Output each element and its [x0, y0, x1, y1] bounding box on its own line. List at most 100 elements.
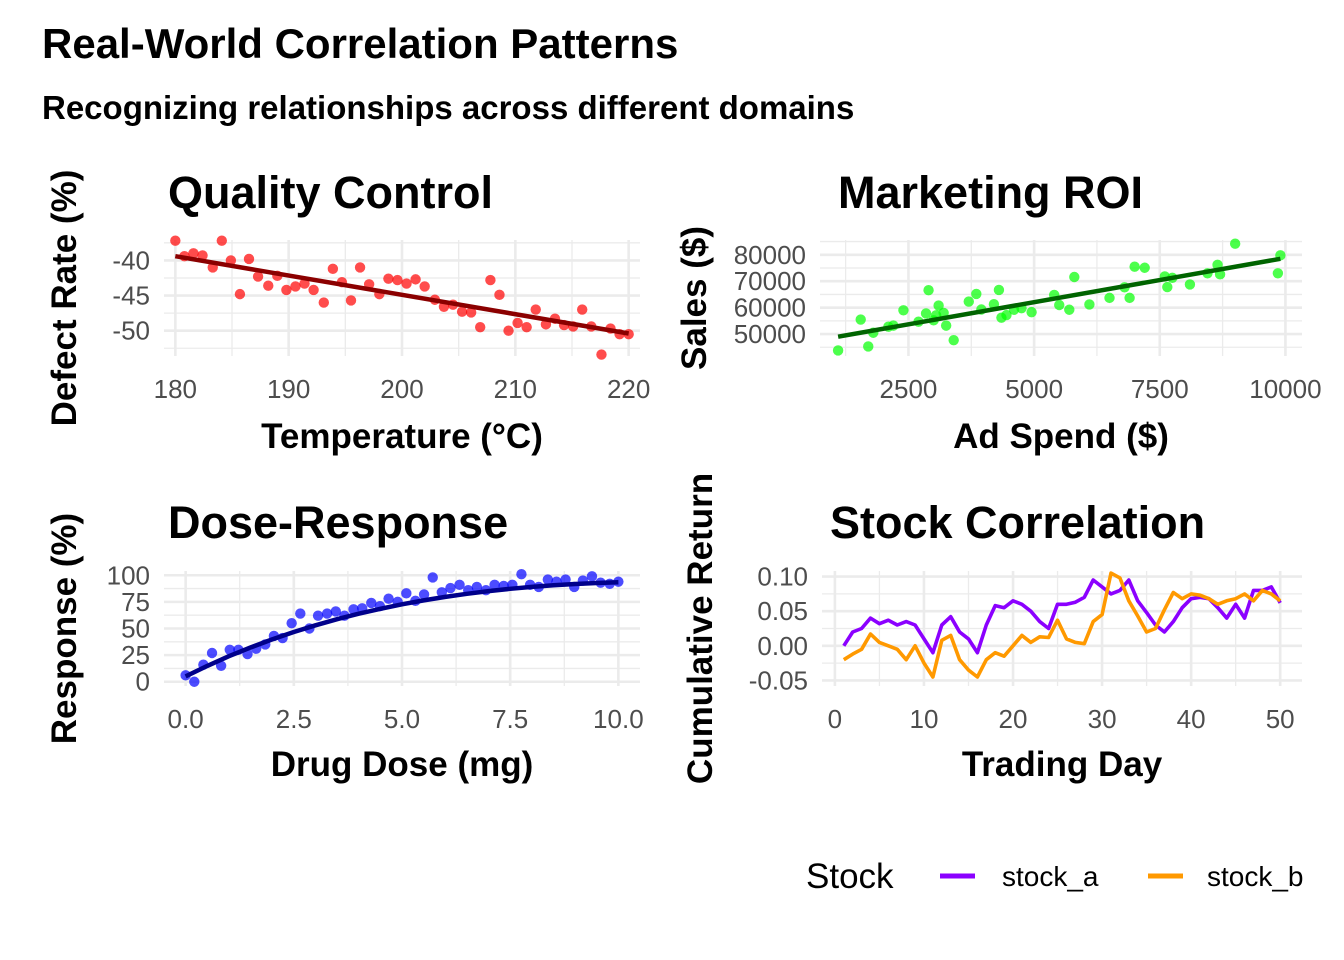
- stocks-title: Stock Correlation: [830, 497, 1205, 548]
- dose-trend-line: [184, 580, 619, 679]
- data-point: [1001, 309, 1012, 321]
- quality-title: Quality Control: [168, 167, 493, 218]
- data-point: [855, 314, 866, 325]
- legend-label-stock-b: stock_b: [1207, 861, 1304, 892]
- y-tick-label: 0.05: [757, 596, 808, 626]
- dose-x-axis-title: Drug Dose (mg): [271, 745, 534, 784]
- x-tick-label: 2.5: [276, 704, 312, 734]
- data-point: [330, 606, 341, 617]
- data-point: [485, 274, 496, 286]
- x-tick-label: 5000: [1005, 374, 1063, 404]
- dose-title: Dose-Response: [168, 497, 508, 548]
- data-point: [454, 579, 465, 591]
- data-point: [475, 321, 486, 333]
- data-point: [419, 281, 430, 292]
- data-point: [234, 288, 246, 300]
- data-point: [383, 273, 394, 284]
- x-tick-label: 30: [1088, 704, 1117, 734]
- y-tick-label: 50000: [734, 319, 806, 349]
- data-point: [521, 321, 532, 333]
- quality-trend-line: [174, 253, 630, 336]
- x-tick-label: 40: [1177, 704, 1206, 734]
- data-point: [596, 349, 607, 360]
- data-point: [940, 320, 952, 331]
- data-point: [383, 593, 394, 604]
- data-point: [1026, 306, 1037, 318]
- x-tick-label: 210: [494, 374, 537, 404]
- y-tick-label: -50: [112, 316, 150, 346]
- y-tick-label: 50: [121, 614, 150, 644]
- data-point: [366, 597, 377, 609]
- data-point: [465, 307, 477, 318]
- quality-y-axis-title: Defect Rate (%): [45, 170, 84, 427]
- data-point: [281, 284, 292, 296]
- data-point: [418, 589, 430, 600]
- x-tick-label: 7.5: [492, 704, 528, 734]
- data-point: [530, 304, 541, 315]
- x-tick-label: 10.0: [593, 704, 644, 734]
- data-point: [354, 262, 366, 273]
- data-point: [327, 263, 339, 275]
- data-point: [1054, 299, 1065, 311]
- data-point: [252, 271, 264, 282]
- data-point: [312, 610, 324, 621]
- data-point: [832, 345, 844, 356]
- y-tick-label: 60000: [734, 293, 806, 323]
- data-point: [321, 608, 333, 619]
- data-point: [286, 617, 297, 629]
- data-point: [489, 579, 500, 591]
- data-point: [170, 235, 181, 246]
- data-point: [1139, 262, 1150, 273]
- data-point: [948, 334, 959, 346]
- data-point: [290, 281, 301, 292]
- figure-subtitle: Recognizing relationships across differe…: [42, 89, 854, 126]
- data-point: [206, 647, 218, 659]
- y-tick-label: 0.00: [757, 631, 808, 661]
- y-tick-label: -0.05: [749, 665, 808, 695]
- data-point: [933, 300, 944, 311]
- y-tick-label: 70000: [734, 266, 806, 296]
- data-point: [516, 568, 527, 580]
- data-point: [308, 284, 319, 296]
- data-point: [456, 306, 468, 317]
- dose-y-axis-title: Response (%): [45, 513, 84, 744]
- x-tick-label: 50: [1266, 704, 1295, 734]
- x-tick-label: 0.0: [168, 704, 204, 734]
- data-point: [993, 284, 1005, 296]
- data-point: [494, 289, 505, 301]
- data-point: [1084, 299, 1095, 310]
- data-point: [401, 278, 412, 289]
- data-point: [898, 305, 909, 316]
- data-point: [863, 341, 874, 352]
- legend-title: Stock: [806, 857, 894, 896]
- series-line-stock-b: [842, 571, 1282, 679]
- stocks-panel: 0 10 20 30 40 50 0.10 0.05 0.00 -0.05 Stock Correl…: [681, 473, 1302, 784]
- data-point: [345, 295, 357, 306]
- x-tick-label: 200: [380, 374, 423, 404]
- data-point: [1064, 304, 1075, 315]
- x-tick-label: 7500: [1131, 374, 1189, 404]
- x-tick-label: 10: [910, 704, 939, 734]
- marketing-title: Marketing ROI: [838, 167, 1143, 218]
- quality-panel: 180 190 200 210 220 -40 -45 -50 Quality Control T…: [45, 167, 650, 456]
- data-point: [299, 278, 310, 289]
- y-tick-label: -45: [112, 281, 150, 311]
- x-tick-label: 20: [999, 704, 1028, 734]
- x-tick-label: 5.0: [384, 704, 420, 734]
- data-point: [263, 280, 274, 291]
- data-point: [427, 572, 438, 583]
- legend: Stock stock_a stock_b: [806, 857, 1304, 896]
- data-point: [542, 574, 554, 585]
- data-point: [1129, 261, 1140, 272]
- data-point: [445, 582, 456, 594]
- data-point: [971, 288, 982, 300]
- data-point: [401, 588, 412, 599]
- y-tick-label: 0.10: [757, 562, 808, 592]
- x-tick-label: 2500: [880, 374, 938, 404]
- marketing-x-axis-title: Ad Spend ($): [953, 417, 1169, 456]
- x-tick-label: 180: [154, 374, 197, 404]
- y-tick-label: -40: [112, 245, 150, 275]
- data-point: [188, 248, 199, 259]
